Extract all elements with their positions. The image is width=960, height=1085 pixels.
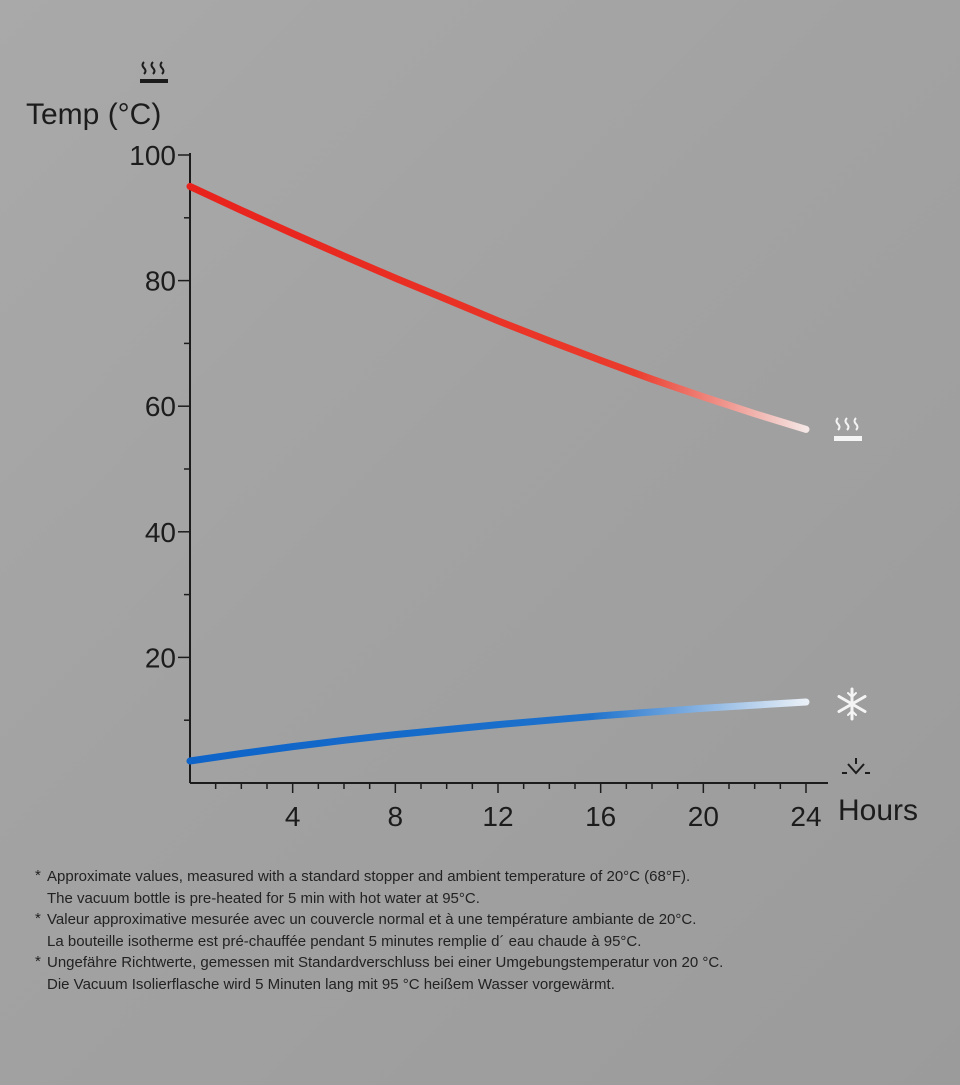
temperature-chart: Temp (°C) Hours 4 8 12 16 20 24 20 40 60 80 100 [26,61,918,832]
footnote-item: * Ungefähre Richtwerte, gemessen mit Stan… [32,952,932,995]
y-tick-label: 80 [145,266,176,297]
cold-drink-line [186,698,810,765]
axis-ticks [178,154,807,793]
x-tick-label: 12 [482,801,513,832]
footnote-item: * Valeur approximative mesurée avec un co… [32,909,932,952]
footnote-line: La bouteille isotherme est pré-chauffée … [47,932,642,950]
x-tick-label: 8 [388,801,404,832]
footnote-line: Die Vacuum Isolierflasche wird 5 Minuten… [47,975,615,993]
snowflake-icon [837,687,867,721]
y-tick-label: 40 [145,517,176,548]
footnote-line: Valeur approximative mesurée avec un cou… [47,911,697,928]
x-tick-label: 16 [585,801,616,832]
series-lines [186,182,810,765]
y-axis-title: Temp (°C) [26,98,161,131]
footnote-asterisk: * [35,953,41,970]
footnote-asterisk: * [35,910,41,927]
ambient-temperature-icon [842,758,870,775]
x-tick-label: 24 [790,801,821,832]
footnote-line: Approximate values, measured with a stan… [47,868,691,885]
hot-steam-icon [834,417,862,441]
tick-labels: 4 8 12 16 20 24 20 40 60 80 100 [129,140,821,832]
y-tick-label: 100 [129,140,176,171]
axes [189,153,828,784]
hot-drink-line [186,182,810,433]
footnote-line: The vacuum bottle is pre-heated for 5 mi… [47,889,480,907]
x-tick-label: 4 [285,801,301,832]
y-tick-label: 60 [145,391,176,422]
footnote-item: * Approximate values, measured with a sta… [32,866,932,909]
footnote-asterisk: * [35,867,41,884]
x-axis-title: Hours [838,794,918,827]
hot-steam-icon [140,61,168,83]
x-tick-label: 20 [688,801,719,832]
footnote-line: Ungefähre Richtwerte, gemessen mit Stand… [47,954,724,971]
footnotes: * Approximate values, measured with a sta… [32,866,932,995]
y-tick-label: 20 [145,642,176,673]
